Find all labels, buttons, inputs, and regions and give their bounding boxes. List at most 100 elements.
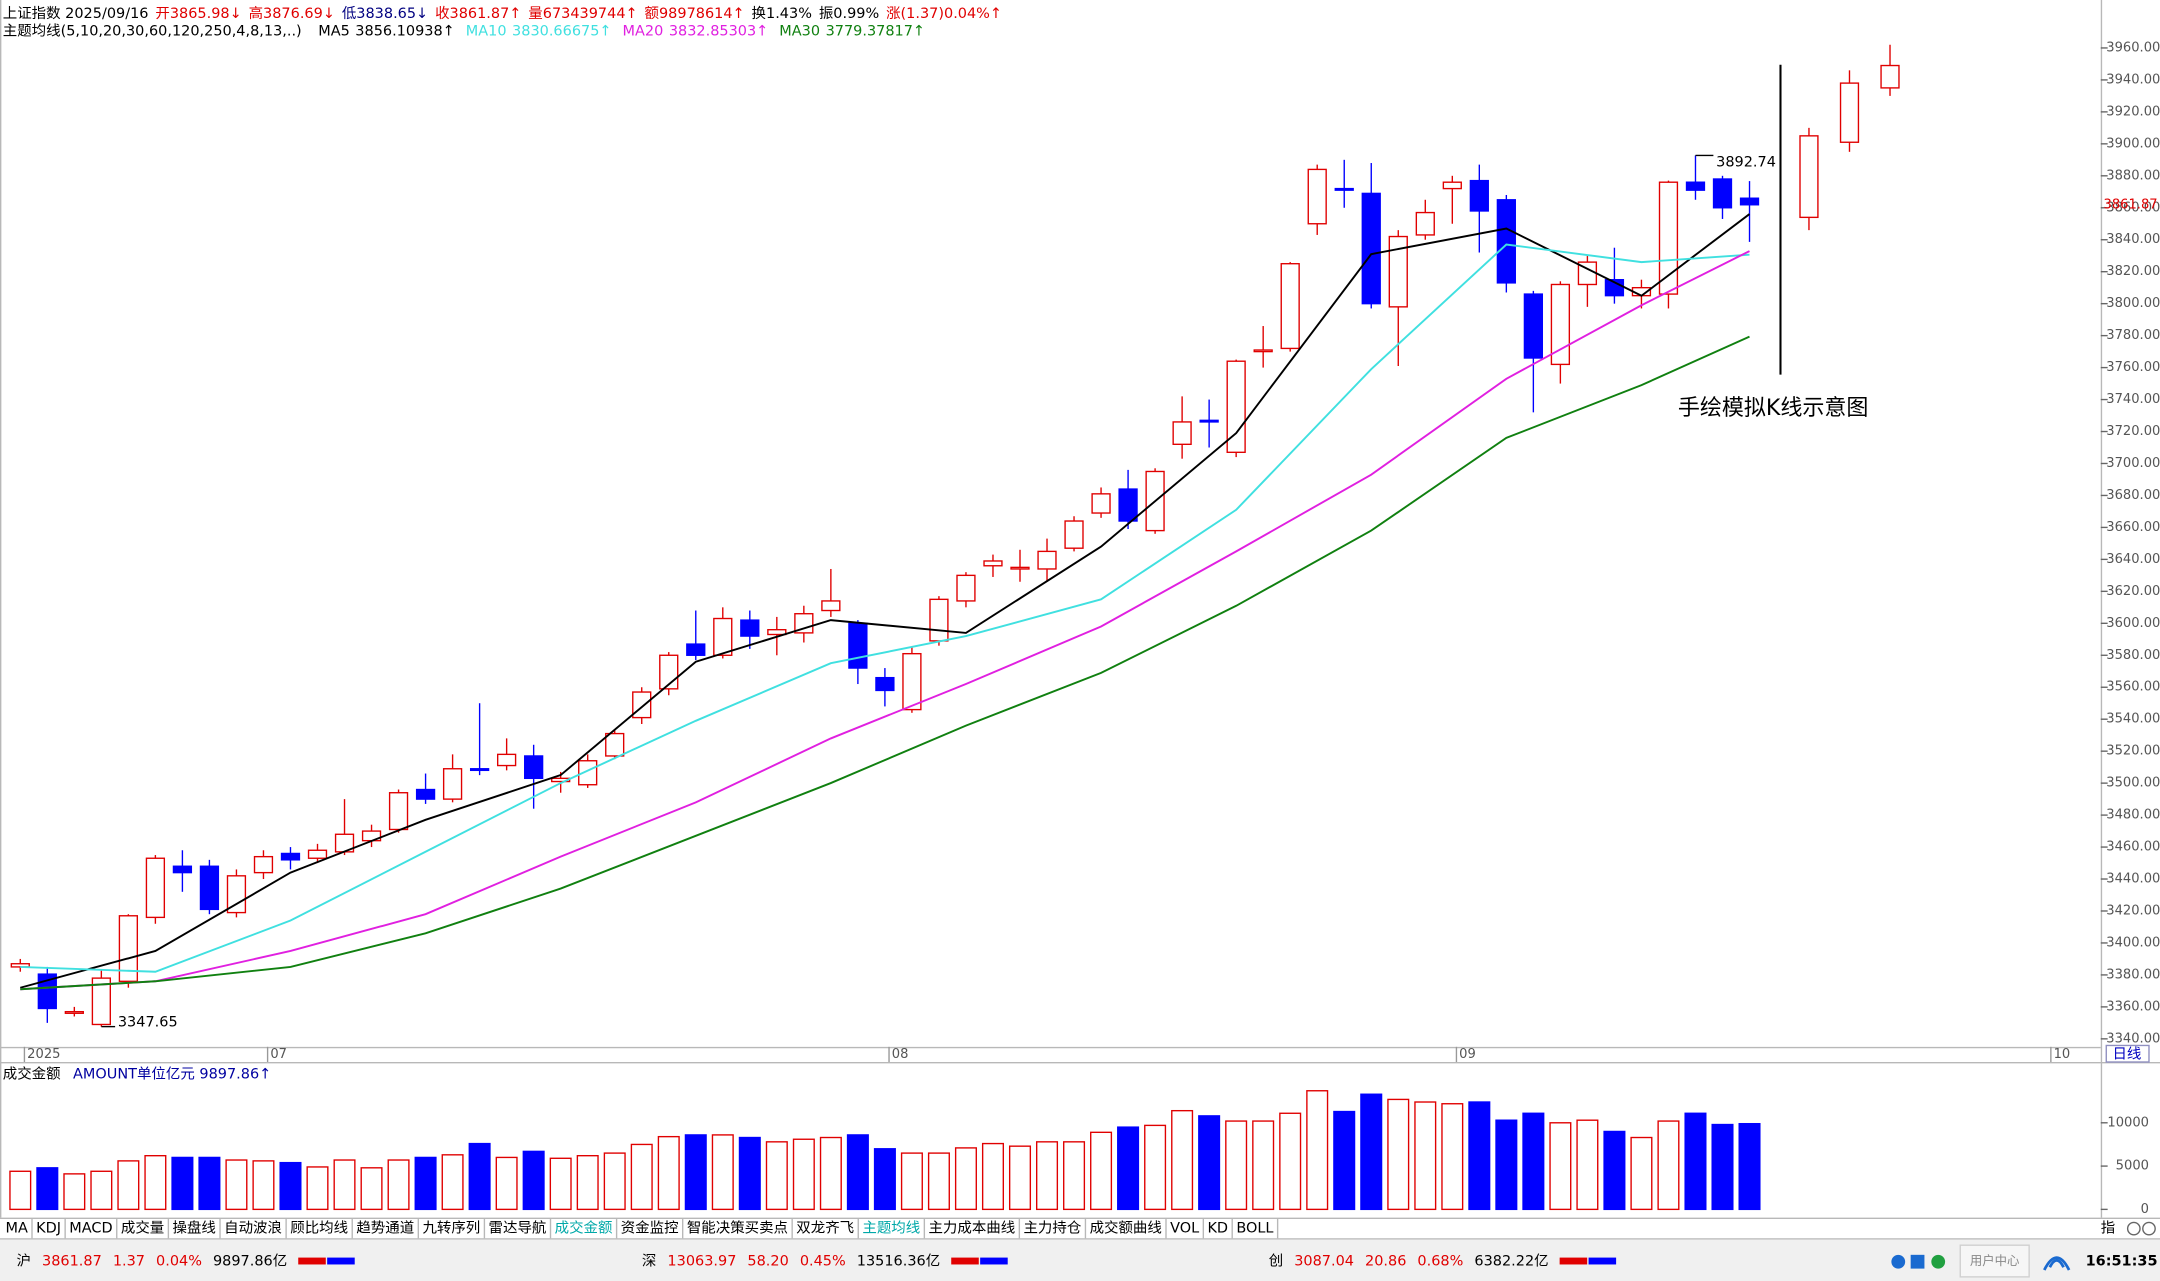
indicator-tab[interactable]: 成交金额 <box>555 1219 613 1237</box>
amount-bar <box>900 1152 923 1211</box>
high-label: 3892.74 <box>1716 154 1776 170</box>
amount-bar <box>414 1156 437 1211</box>
y-tick-label: 3460.00 <box>2106 840 2160 855</box>
candle-body <box>1037 550 1057 570</box>
panel-title: 成交金额 <box>3 1064 61 1082</box>
amount-bar <box>1035 1141 1059 1211</box>
candle-body <box>118 915 139 983</box>
panel-subtitle: AMOUNT单位亿元 9897.86↑ <box>73 1065 271 1082</box>
indicator-tab[interactable]: 自动波浪 <box>224 1220 282 1237</box>
icon[interactable] <box>1931 1254 1946 1269</box>
indicator-tab[interactable]: 智能决策买卖点 <box>687 1220 788 1237</box>
candle-body <box>1361 192 1381 305</box>
y-tick-label: 3680.00 <box>2106 488 2160 503</box>
icon[interactable] <box>1910 1254 1925 1269</box>
user-center-button[interactable] <box>1959 1244 2030 1278</box>
candle-body <box>1469 179 1489 212</box>
amount-bar <box>792 1138 815 1211</box>
indicator-tab[interactable]: 资金监控 <box>621 1220 679 1237</box>
indicator-tab[interactable]: 双龙齐飞 <box>796 1220 854 1237</box>
indicator-tab[interactable]: KD <box>1207 1221 1228 1237</box>
indicator-tab[interactable]: 雷达导航 <box>489 1220 547 1237</box>
y-tick-label: 3620.00 <box>2106 584 2160 599</box>
candle-body <box>524 755 544 780</box>
indicator-tab[interactable]: 主力成本曲线 <box>928 1220 1015 1237</box>
indicator-tab[interactable]: 九转序列 <box>422 1220 480 1237</box>
signal-icon <box>2043 1256 2071 1271</box>
y-tick-label: 3840.00 <box>2106 232 2160 247</box>
amount-bar <box>1522 1112 1545 1211</box>
status-price: 3087.04 <box>1294 1254 1354 1270</box>
indicator-tab[interactable]: 成交额曲线 <box>1090 1219 1162 1237</box>
amount-bar <box>657 1135 680 1211</box>
moving-average <box>20 250 1750 991</box>
period-label[interactable]: 日线 <box>2112 1045 2141 1062</box>
right-tab[interactable]: 指 <box>2101 1220 2115 1237</box>
indicator-tab[interactable]: VOL <box>1170 1221 1199 1237</box>
legend-value: 3779.37817↑ <box>826 24 925 40</box>
candle-body <box>1799 135 1819 219</box>
status-name: 深 <box>642 1253 656 1270</box>
candle-body <box>1839 82 1860 143</box>
x-tick-label: 08 <box>892 1047 909 1062</box>
indicator-tab[interactable]: 操盘线 <box>173 1219 216 1237</box>
period-box[interactable] <box>2105 1044 2150 1063</box>
y-tick-label: 3760.00 <box>2106 360 2160 375</box>
amount-bar <box>117 1160 140 1211</box>
candle-body <box>1010 566 1030 570</box>
y-tick-label: 5000 <box>2116 1159 2149 1174</box>
amount-bar <box>1360 1093 1383 1211</box>
amount-bar <box>1063 1141 1086 1211</box>
icon[interactable] <box>2142 1221 2156 1236</box>
candle-body <box>1334 187 1354 191</box>
indicator-tab[interactable]: 主力持仓 <box>1023 1220 1081 1237</box>
icon[interactable] <box>1891 1254 1906 1269</box>
status-amount: 6382.22亿 <box>1474 1253 1548 1270</box>
candle-body <box>1307 168 1327 225</box>
status-change: 1.37 <box>113 1254 145 1270</box>
y-tick-label: 3500.00 <box>2106 776 2160 791</box>
y-tick-label: 3880.00 <box>2106 168 2160 183</box>
candle-body <box>1091 493 1111 514</box>
moving-average <box>19 213 1751 989</box>
candle-body <box>983 560 1003 567</box>
indicator-tab[interactable]: 顾比均线 <box>290 1220 348 1237</box>
y-tick-label: 3780.00 <box>2106 328 2160 343</box>
status-change: 20.86 <box>1365 1254 1406 1270</box>
amount-bar <box>1090 1131 1113 1211</box>
candle-body <box>199 865 220 911</box>
amount-bar <box>1657 1120 1680 1211</box>
amount-bar <box>198 1156 221 1211</box>
candle-body <box>415 788 436 800</box>
candle-body <box>605 732 625 757</box>
candle-body <box>1739 197 1760 206</box>
amount-bar <box>1306 1090 1329 1211</box>
amount-bar <box>144 1155 167 1211</box>
indicator-tab[interactable]: KDJ <box>36 1221 61 1237</box>
amount-bar <box>765 1141 788 1211</box>
x-tick-label: 10 <box>2054 1047 2071 1062</box>
indicator-tab[interactable]: MA <box>6 1221 28 1237</box>
candle-body <box>794 613 814 634</box>
user-center[interactable]: 用户中心 <box>1970 1253 2020 1268</box>
indicator-tab[interactable]: 趋势通道 <box>356 1220 414 1237</box>
y-tick-label: 3720.00 <box>2106 424 2160 439</box>
icon[interactable] <box>2126 1221 2141 1236</box>
last-price-label: 3861.87 <box>2104 197 2158 212</box>
x-tick-label: 09 <box>1459 1047 1476 1062</box>
indicator-title: 主题均线(5,10,20,30,60,120,250,4,8,13,..) <box>3 23 302 40</box>
candle-body <box>64 1010 84 1014</box>
amount-bar <box>225 1159 248 1211</box>
candle-body <box>686 643 706 656</box>
amount-bar <box>90 1170 113 1211</box>
candle-body <box>740 619 760 637</box>
indicator-tab[interactable]: 主题均线 <box>862 1220 920 1237</box>
status-bar-blue <box>1588 1257 1617 1265</box>
status-percent: 0.45% <box>800 1254 846 1270</box>
y-tick-label: 3860.00 <box>2106 200 2160 215</box>
amount-bar <box>1387 1098 1410 1211</box>
indicator-tab[interactable]: MACD <box>69 1221 112 1237</box>
indicator-tab[interactable]: 成交量 <box>121 1219 164 1237</box>
candle-body <box>1118 488 1138 522</box>
indicator-tab[interactable]: BOLL <box>1236 1221 1273 1237</box>
